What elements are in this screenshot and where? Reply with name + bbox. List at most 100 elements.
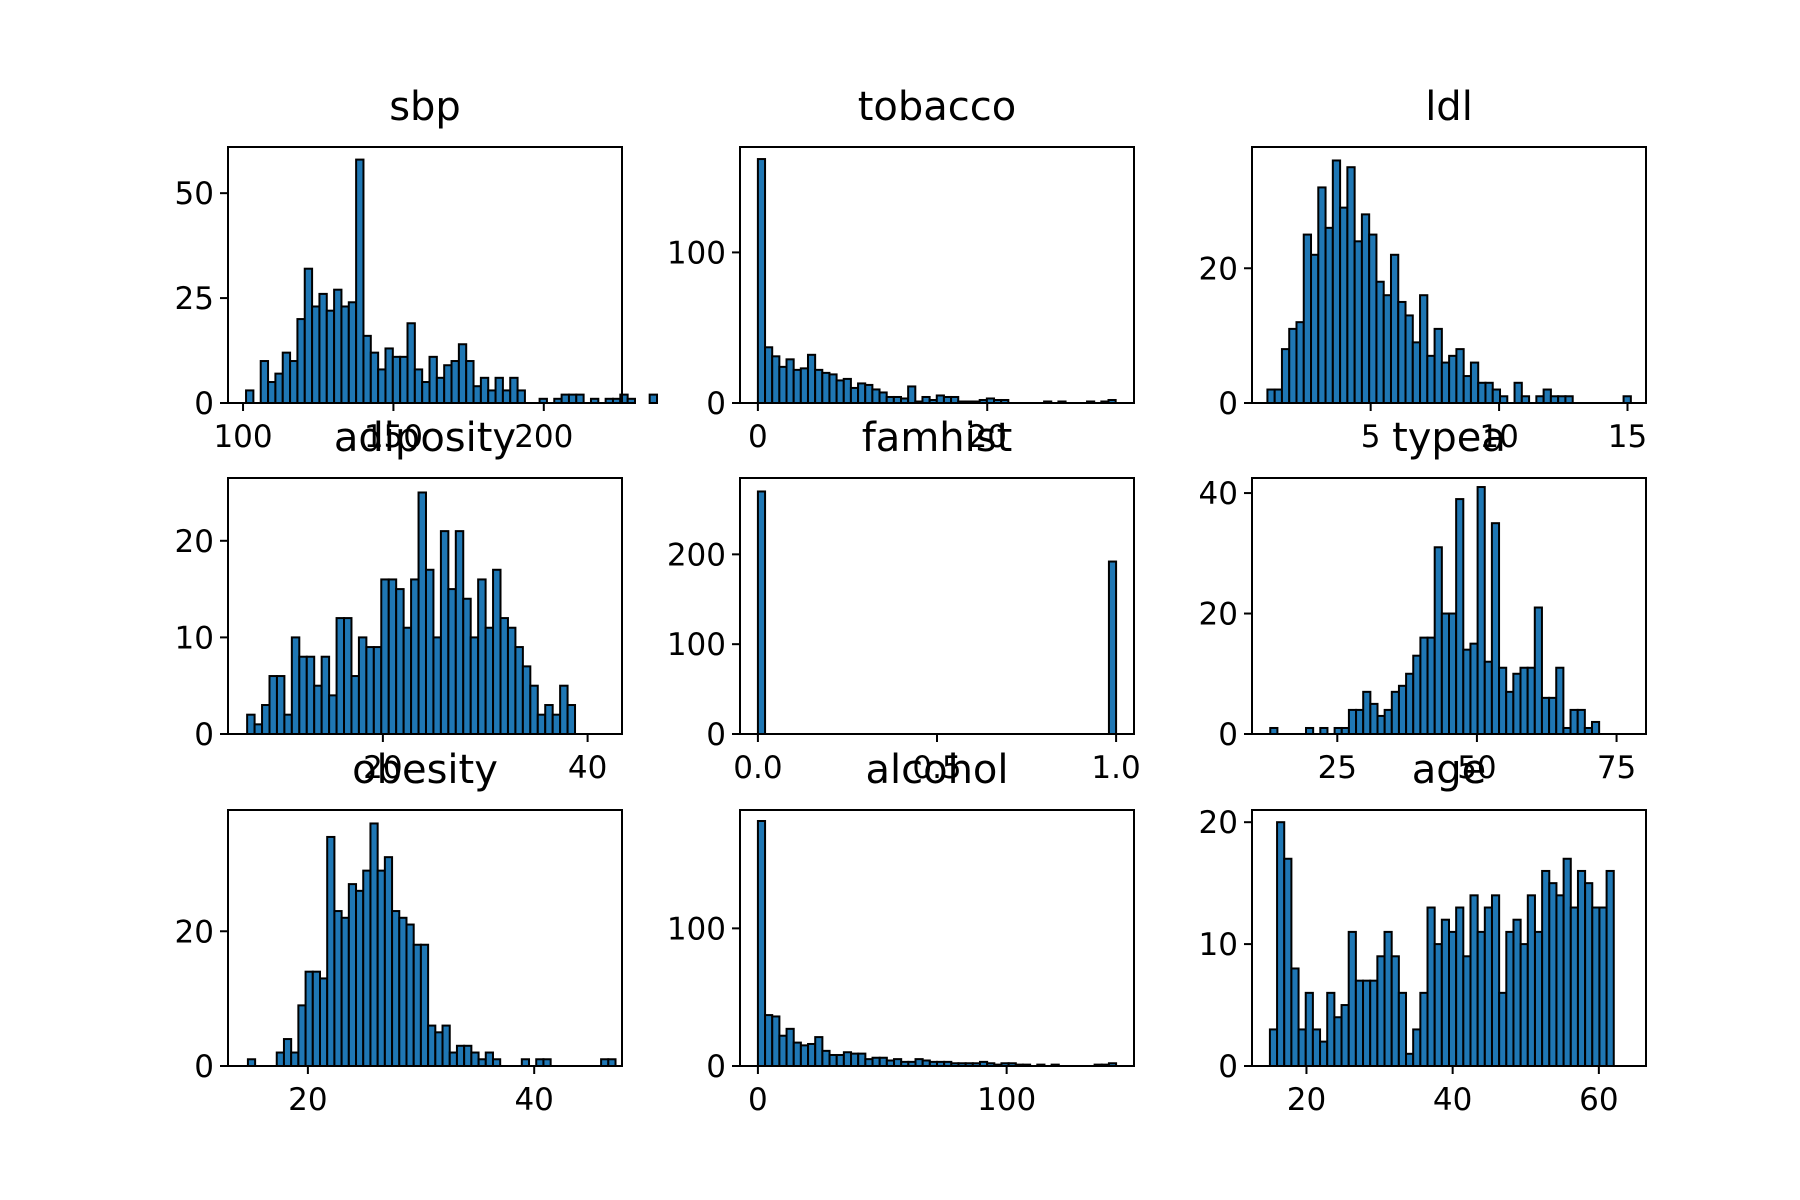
- bar-typea-12: [1355, 708, 1365, 735]
- bar-adiposity-17: [372, 646, 383, 735]
- bar-sbp-37: [516, 389, 526, 405]
- bar-ldl-39: [1549, 395, 1560, 405]
- bar-adiposity-4: [275, 675, 286, 735]
- bar-alcohol-16: [871, 1056, 881, 1067]
- x-tick-label-alcohol-100: 100: [977, 1082, 1036, 1118]
- bar-alcohol-13: [850, 1052, 860, 1067]
- bar-age-30: [1483, 906, 1493, 1068]
- bar-sbp-28: [450, 360, 460, 404]
- bar-ldl-38: [1542, 388, 1552, 404]
- bar-ldl-26: [1455, 348, 1465, 404]
- subplot-title-obesity: obesity: [352, 747, 498, 793]
- bar-typea-14: [1369, 702, 1379, 736]
- bar-adiposity-42: [559, 684, 569, 736]
- y-tick-label-adiposity-20: 20: [175, 524, 214, 560]
- bar-age-20: [1412, 1028, 1422, 1068]
- bar-typea-18: [1397, 684, 1408, 735]
- bar-sbp-31: [472, 385, 482, 404]
- x-tick-label-sbp-100: 100: [213, 419, 272, 455]
- bar-sbp-24: [421, 381, 431, 404]
- bar-sbp-13: [340, 305, 350, 405]
- bar-ldl-11: [1346, 166, 1356, 404]
- bar-age-40: [1555, 894, 1565, 1068]
- bar-obesity-40: [535, 1058, 545, 1068]
- bar-ldl-13: [1360, 213, 1371, 404]
- subplot-title-age: age: [1412, 747, 1487, 793]
- bar-sbp-23: [413, 368, 424, 404]
- y-tick-label-alcohol-0: 0: [706, 1049, 726, 1085]
- x-tick-label-ldl-5: 5: [1361, 419, 1381, 455]
- bar-ldl-30: [1484, 381, 1494, 405]
- bar-tobacco-16: [871, 388, 881, 405]
- bar-typea-20: [1412, 654, 1422, 735]
- bar-age-41: [1562, 857, 1572, 1068]
- bar-adiposity-12: [335, 617, 346, 736]
- bar-age-24: [1440, 918, 1450, 1068]
- bar-obesity-15: [355, 889, 365, 1068]
- bar-obesity-8: [304, 970, 314, 1067]
- bar-alcohol-8: [814, 1036, 824, 1067]
- bar-adiposity-26: [439, 530, 450, 735]
- bar-sbp-52: [626, 397, 636, 404]
- bar-ldl-3: [1288, 327, 1298, 405]
- bar-age-8: [1326, 991, 1336, 1067]
- bar-obesity-24: [419, 943, 430, 1067]
- bar-typea-16: [1383, 708, 1393, 735]
- bar-sbp-33: [487, 389, 497, 405]
- bar-age-11: [1347, 930, 1357, 1068]
- bar-adiposity-13: [343, 617, 353, 736]
- bar-adiposity-3: [268, 675, 278, 735]
- x-tick-label-tobacco-20: 20: [967, 419, 1006, 455]
- bar-adiposity-8: [305, 655, 316, 735]
- x-tick-label-sbp-200: 200: [514, 419, 573, 455]
- bar-age-17: [1390, 955, 1400, 1067]
- bar-obesity-34: [491, 1058, 502, 1068]
- bar-tobacco-7: [806, 353, 817, 404]
- subplot-title-sbp: sbp: [389, 84, 461, 130]
- bar-tobacco-17: [878, 391, 888, 404]
- bar-obesity-19: [383, 856, 394, 1067]
- bar-sbp-8: [303, 267, 314, 405]
- bar-typea-11: [1347, 708, 1358, 735]
- bar-sbp-3: [267, 381, 277, 404]
- bar-adiposity-5: [283, 713, 293, 735]
- x-tick-label-famhist-0: 0.0: [733, 750, 782, 786]
- bar-ldl-19: [1404, 314, 1414, 405]
- y-tick-label-adiposity-0: 0: [194, 717, 214, 753]
- y-tick-label-tobacco-0: 0: [706, 386, 726, 422]
- bar-typea-42: [1569, 708, 1579, 735]
- bar-tobacco-15: [864, 383, 874, 404]
- bar-obesity-41: [542, 1058, 552, 1068]
- bar-obesity-21: [398, 916, 408, 1067]
- x-tick-label-sbp-150: 150: [364, 419, 423, 455]
- bar-age-28: [1469, 894, 1479, 1068]
- bar-adiposity-23: [417, 491, 427, 735]
- bar-age-38: [1541, 869, 1551, 1068]
- bar-alcohol-15: [864, 1058, 874, 1067]
- bar-obesity-23: [412, 943, 422, 1067]
- bar-alcohol-14: [857, 1052, 867, 1067]
- bar-adiposity-43: [566, 704, 577, 736]
- bar-age-29: [1476, 930, 1486, 1068]
- y-tick-label-famhist-0: 0: [706, 717, 726, 753]
- bar-age-39: [1548, 882, 1558, 1068]
- bar-obesity-30: [463, 1044, 473, 1068]
- bar-ldl-28: [1469, 361, 1480, 404]
- bar-sbp-16: [362, 334, 372, 405]
- bar-sbp-45: [575, 393, 585, 404]
- bar-sbp-17: [369, 351, 380, 405]
- y-tick-label-obesity-20: 20: [175, 914, 214, 950]
- bar-obesity-33: [484, 1051, 494, 1068]
- bar-sbp-35: [501, 389, 512, 405]
- bar-adiposity-39: [536, 713, 547, 735]
- bar-typea-30: [1483, 660, 1493, 735]
- bar-alcohol-22: [914, 1058, 924, 1067]
- bar-tobacco-13: [849, 386, 860, 405]
- bar-ldl-18: [1397, 300, 1407, 405]
- histogram-sbp: 100 150 200 0 25 50 sbp: [175, 84, 659, 455]
- bar-obesity-12: [333, 910, 343, 1067]
- bar-alcohol-11: [835, 1053, 845, 1067]
- bar-adiposity-24: [424, 568, 435, 736]
